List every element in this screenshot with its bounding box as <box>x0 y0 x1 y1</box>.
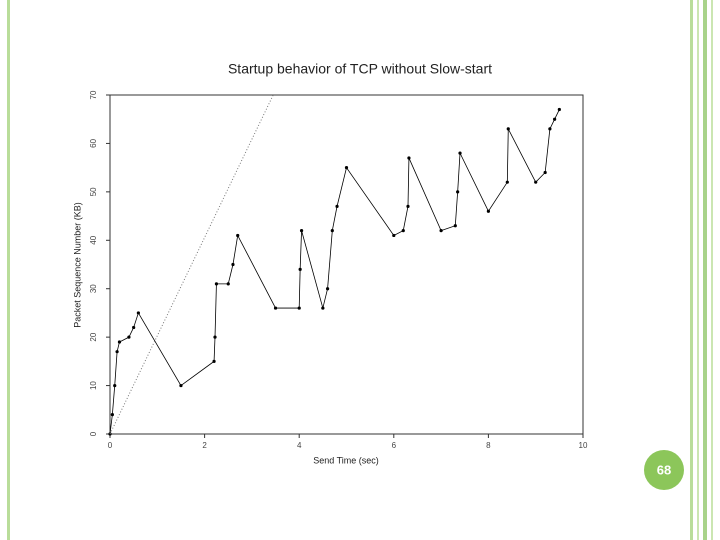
y-tick-label: 10 <box>89 381 98 390</box>
data-point <box>113 383 117 388</box>
data-point <box>226 282 230 286</box>
data-point <box>506 127 510 131</box>
y-tick-label: 0 <box>89 431 98 436</box>
right-border <box>711 0 713 540</box>
data-point <box>392 233 396 238</box>
series-line <box>109 94 274 435</box>
x-axis-label: Send Time (sec) <box>313 455 379 465</box>
x-tick-label: 2 <box>202 441 207 450</box>
plot-frame <box>109 94 584 435</box>
data-point <box>486 209 490 213</box>
x-tick-label: 4 <box>297 441 302 450</box>
slide-number-badge <box>644 450 684 490</box>
data-point <box>298 267 302 271</box>
data-point <box>321 306 325 310</box>
data-point <box>231 262 235 267</box>
data-point <box>212 359 216 363</box>
data-point <box>344 166 349 170</box>
data-point <box>117 340 122 344</box>
data-point <box>136 311 140 315</box>
data-point <box>439 229 443 233</box>
y-axis-label: Packet Sequence Number (KB) <box>72 202 82 328</box>
data-point <box>505 180 509 184</box>
data-point <box>401 229 405 233</box>
data-point <box>214 282 219 286</box>
data-point <box>110 413 114 417</box>
data-point <box>179 383 183 388</box>
left-border <box>7 0 10 540</box>
series-line <box>109 109 560 435</box>
y-tick-label: 40 <box>89 235 98 244</box>
data-point <box>325 287 330 291</box>
data-point <box>406 204 410 208</box>
data-point <box>557 107 561 112</box>
y-tick-label: 70 <box>89 90 98 99</box>
right-border <box>697 0 699 540</box>
data-point <box>297 306 301 310</box>
data-point <box>132 325 136 330</box>
data-point <box>553 117 557 121</box>
data-point <box>548 127 552 131</box>
y-tick-label: 50 <box>89 187 98 196</box>
data-point <box>407 156 411 160</box>
x-tick-label: 8 <box>486 441 491 450</box>
x-tick-label: 10 <box>579 441 588 450</box>
data-point <box>127 335 131 339</box>
data-point <box>330 229 334 233</box>
data-point <box>453 224 457 228</box>
data-point <box>458 151 462 155</box>
data-point <box>335 204 339 208</box>
chart-title: Startup behavior of TCP without Slow-sta… <box>228 61 492 77</box>
y-tick-label: 60 <box>89 138 98 147</box>
slide-number: 68 <box>657 462 671 477</box>
data-point <box>456 190 460 194</box>
data-point <box>299 229 304 233</box>
y-tick-label: 20 <box>89 332 98 341</box>
right-border <box>690 0 693 540</box>
data-point <box>236 233 240 238</box>
data-point <box>213 335 217 339</box>
data-point <box>534 180 538 184</box>
right-border <box>703 0 707 540</box>
data-point <box>115 350 119 354</box>
y-tick-label: 30 <box>89 284 98 293</box>
x-tick-label: 6 <box>392 441 397 450</box>
data-point <box>543 170 547 175</box>
data-point <box>273 306 278 310</box>
x-tick-label: 0 <box>108 441 113 450</box>
